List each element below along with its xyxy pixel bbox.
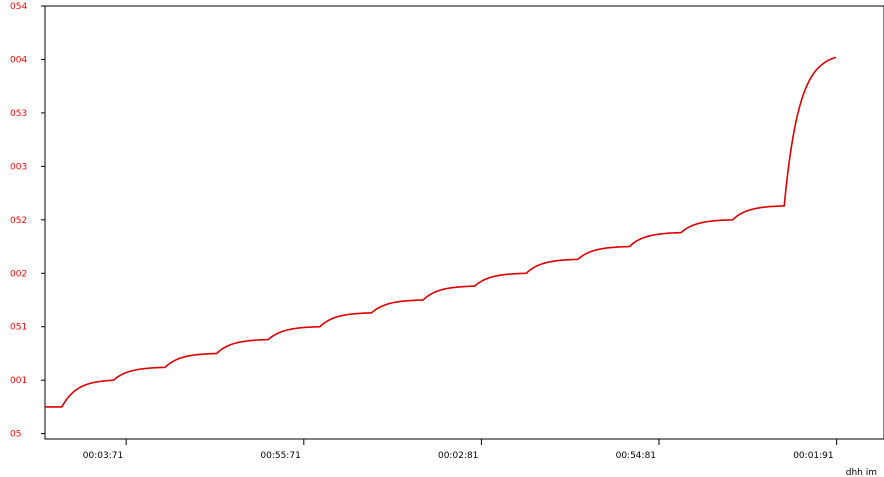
series-line	[45, 56, 837, 408]
x-tick-label: 00:02:81	[438, 451, 478, 461]
y-tick-label: 004	[10, 55, 27, 65]
x-tick-label: 00:01:91	[793, 451, 833, 461]
series-group	[45, 56, 837, 408]
y-tick-label: 05	[10, 430, 21, 440]
x-tick-label: 00:54:81	[616, 451, 656, 461]
y-tick-label: 052	[10, 216, 27, 226]
unit-label: dhh im	[846, 468, 877, 477]
x-tick-label: 00:55:71	[260, 451, 300, 461]
plot-frame	[44, 5, 884, 440]
y-tick-label: 053	[10, 109, 27, 119]
y-tick-label: 001	[10, 376, 27, 386]
y-axis: 05 001 051 002 052 003 053 004 054	[10, 2, 45, 440]
y-tick-label: 054	[10, 2, 27, 12]
y-tick-label: 002	[10, 269, 27, 279]
y-tick-label: 003	[10, 162, 27, 172]
x-tick-label: 00:03:71	[83, 451, 123, 461]
y-tick-label: 051	[10, 323, 27, 333]
x-axis: 00:03:71 00:55:71 00:02:81 00:54:81 00:01:91	[83, 439, 838, 461]
